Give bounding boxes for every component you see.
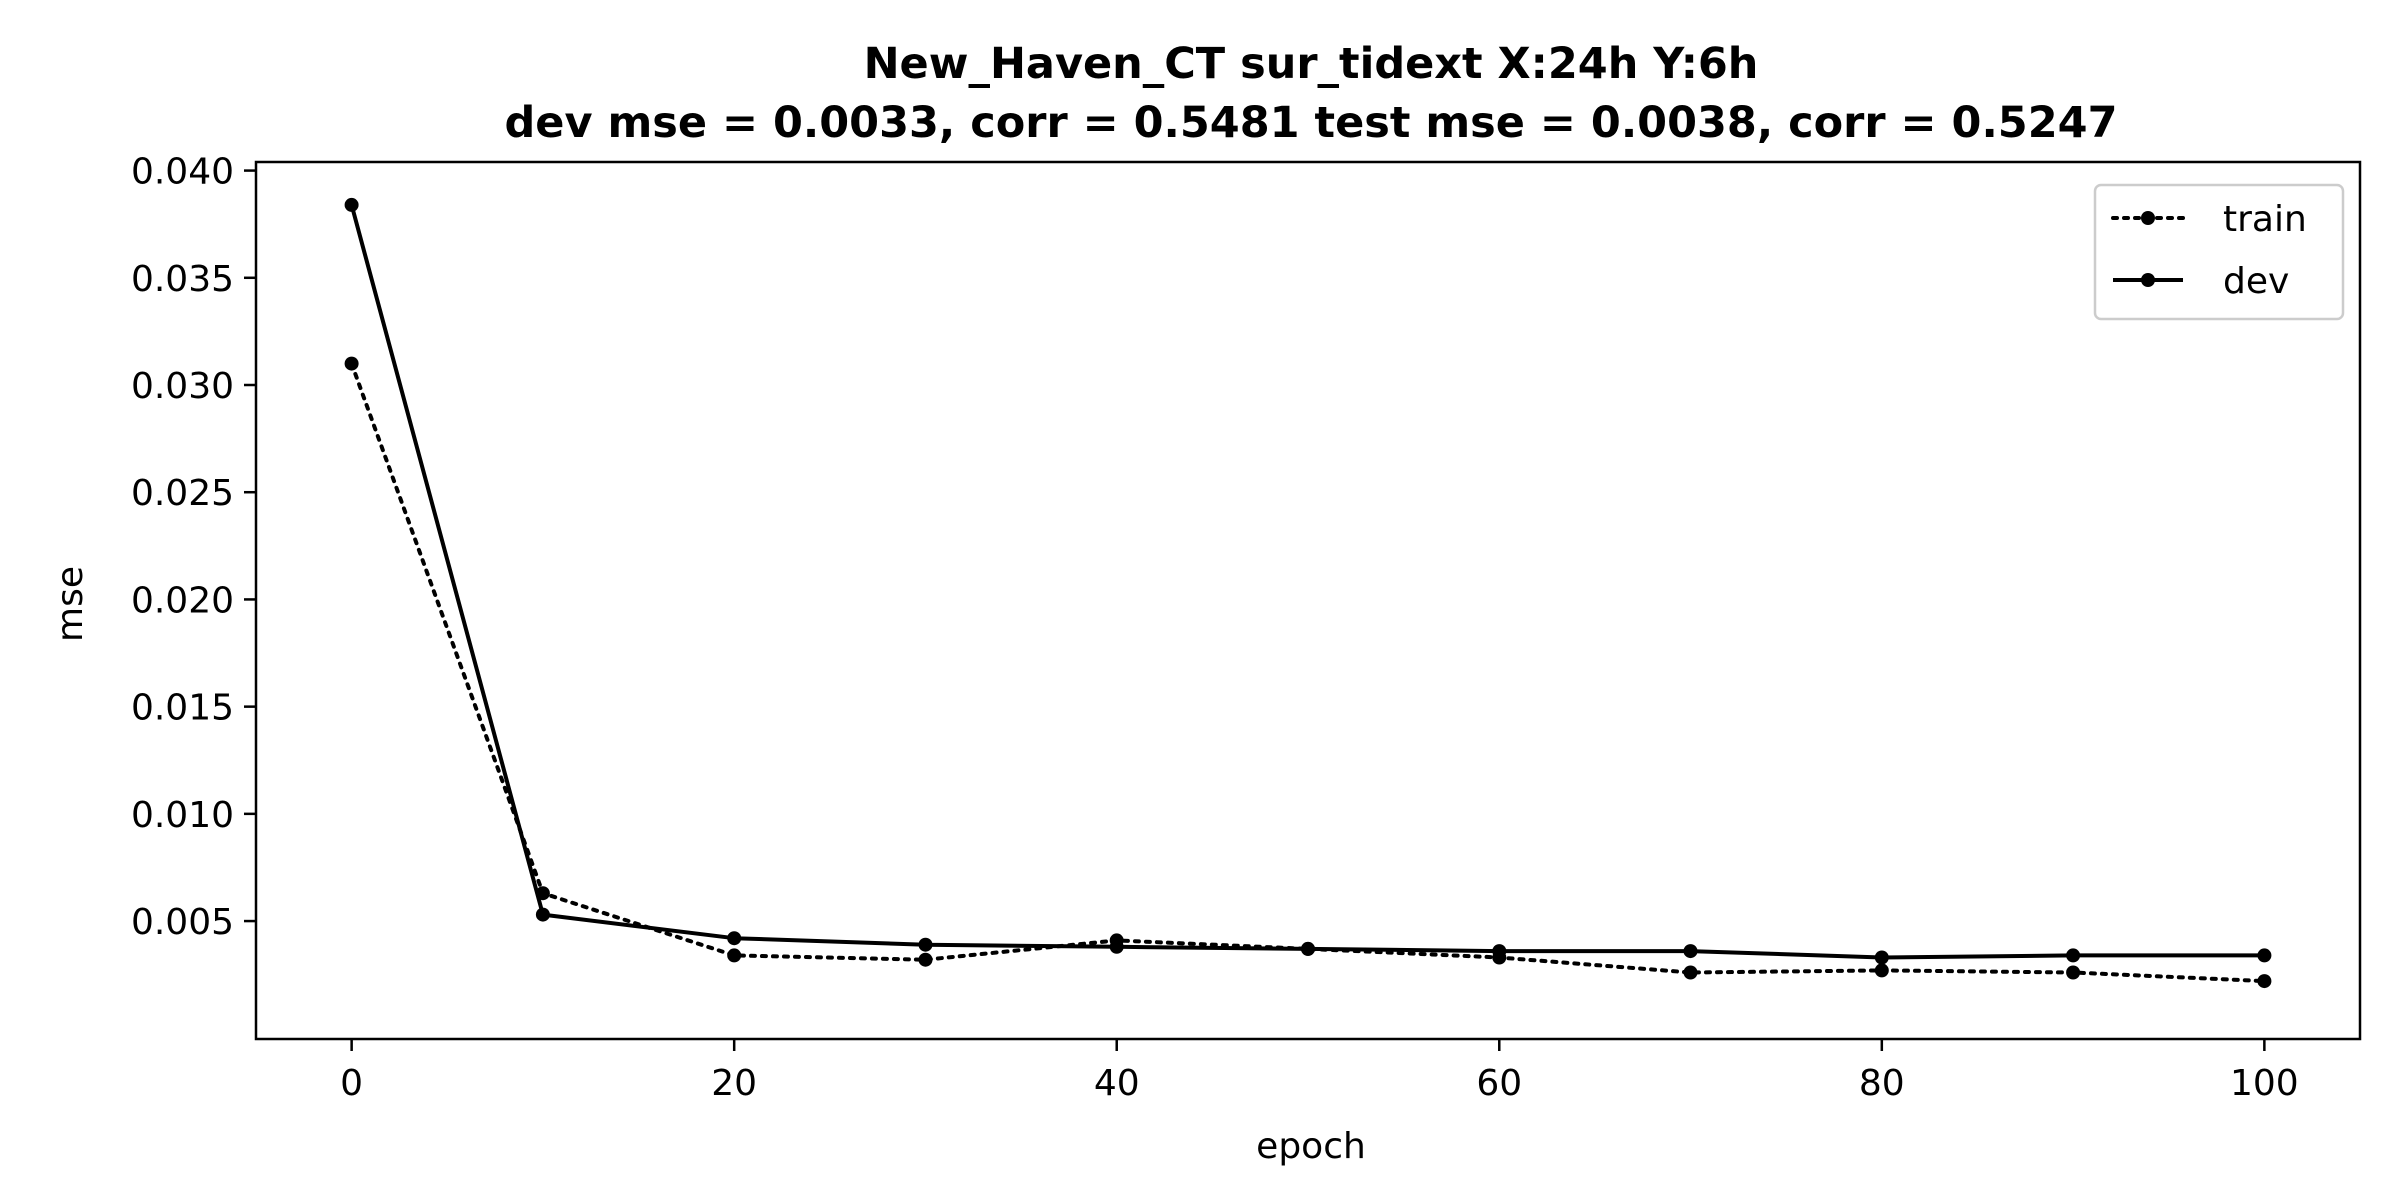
chart-subtitle: dev mse = 0.0033, corr = 0.5481 test mse…: [505, 98, 2118, 148]
legend-label-dev: dev: [2223, 261, 2289, 302]
data-point-dev: [918, 937, 933, 952]
y-tick-label: 0.035: [131, 259, 234, 300]
data-point-dev: [2066, 948, 2081, 963]
y-tick-label: 0.010: [131, 795, 234, 836]
data-point-dev: [1874, 950, 1889, 965]
data-point-train: [2257, 974, 2272, 989]
data-point-train: [727, 948, 742, 963]
axes-frame: [254, 160, 2362, 1041]
y-tick-label: 0.040: [131, 152, 234, 193]
y-tick-label: 0.030: [131, 366, 234, 407]
legend: train dev: [2093, 183, 2345, 321]
chart-title: New_Haven_CT sur_tidext X:24h Y:6h: [864, 39, 1759, 89]
data-point-train: [918, 952, 933, 967]
data-point-train: [344, 356, 359, 371]
data-point-dev: [727, 931, 742, 946]
y-axis-ticks: 0.005 0.010 0.015 0.020 0.025 0.030 0.035 0.040: [131, 152, 256, 943]
legend-label-train: train: [2223, 199, 2307, 240]
data-point-train: [1874, 963, 1889, 978]
data-point-dev: [535, 907, 550, 922]
y-tick-label: 0.005: [131, 902, 234, 943]
x-tick-label: 100: [2230, 1063, 2299, 1104]
legend-marker-dev: [2141, 273, 2155, 287]
x-tick-label: 20: [711, 1063, 757, 1104]
data-point-train: [2066, 965, 2081, 980]
x-axis-label: epoch: [1256, 1126, 1366, 1167]
x-axis-ticks: 0 20 40 60 80 100: [340, 1039, 2299, 1104]
x-tick-label: 60: [1476, 1063, 1522, 1104]
series-line-train: [349, 361, 2267, 984]
y-tick-label: 0.015: [131, 688, 234, 729]
x-tick-label: 0: [340, 1063, 363, 1104]
y-tick-label: 0.025: [131, 473, 234, 514]
data-point-dev: [1683, 944, 1698, 959]
data-point-dev: [1109, 939, 1124, 954]
y-tick-label: 0.020: [131, 580, 234, 621]
x-tick-label: 40: [1094, 1063, 1140, 1104]
y-axis-label: mse: [50, 566, 91, 642]
data-point-dev: [1492, 944, 1507, 959]
data-point-dev: [2257, 948, 2272, 963]
x-tick-label: 80: [1859, 1063, 1905, 1104]
series-line-dev: [349, 204, 2265, 960]
data-point-dev: [1301, 941, 1315, 956]
data-point-train: [1683, 965, 1698, 980]
legend-marker-train: [2141, 211, 2155, 225]
plot-area: [254, 160, 2362, 1041]
data-point-dev: [344, 197, 359, 212]
